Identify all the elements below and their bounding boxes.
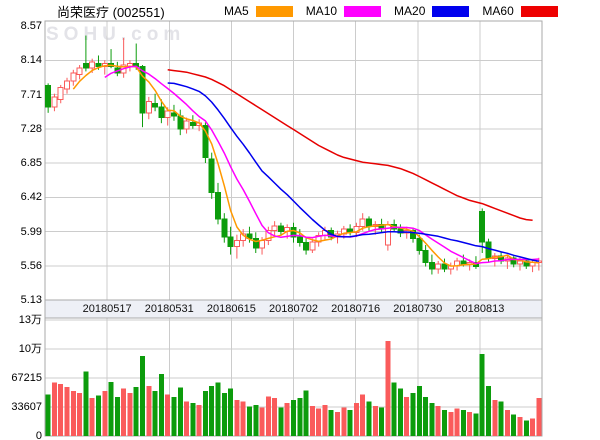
ma20-label: MA20 — [394, 4, 426, 18]
price-axis-label: 7.28 — [20, 122, 42, 135]
price-axis-label: 5.13 — [20, 294, 42, 306]
ma5-color-swatch — [255, 5, 293, 17]
date-axis-label: 20180702 — [269, 303, 318, 315]
ma20-color-swatch — [432, 5, 470, 17]
legend-item-ma20: MA20 — [394, 4, 470, 18]
price-axis-label: 6.42 — [20, 191, 42, 204]
price-axis-label: 5.99 — [20, 225, 42, 238]
volume-axis-label: 0 — [35, 430, 42, 440]
volume-axis-label: 13万 — [18, 314, 42, 326]
date-axis-label: 20180716 — [331, 303, 381, 315]
price-axis-label: 7.71 — [20, 88, 42, 101]
ma10-label: MA10 — [305, 4, 338, 18]
ma60-label: MA60 — [482, 4, 514, 18]
date-axis-label: 20180517 — [82, 303, 132, 315]
date-axis-label: 20180730 — [393, 303, 443, 315]
volume-axis-label: 33607 — [11, 401, 42, 413]
date-axis-label: 20180531 — [144, 303, 194, 315]
volume-axis-label: 10万 — [18, 343, 42, 355]
stock-title: 尚荣医疗 (002551) — [57, 5, 165, 20]
date-axis-label: 20180615 — [206, 303, 256, 315]
ma5-label: MA5 — [224, 4, 249, 18]
legend-item-ma10: MA10 — [305, 4, 382, 18]
ma-legend: MA5 MA10 MA20 MA60 — [224, 4, 558, 18]
legend-item-ma60: MA60 — [482, 4, 558, 18]
price-axis-label: 8.57 — [20, 20, 42, 32]
price-axis-label: 6.85 — [20, 157, 42, 169]
volume-axis-label: 67215 — [11, 372, 42, 384]
ma60-color-swatch — [520, 5, 558, 17]
ma10-color-swatch — [344, 5, 382, 17]
legend-item-ma5: MA5 — [224, 4, 293, 18]
sohu-watermark: SOHU.com — [46, 24, 186, 45]
price-axis-label: 8.14 — [20, 54, 42, 67]
price-axis-label: 5.56 — [20, 259, 42, 272]
date-axis-label: 20180813 — [455, 303, 505, 315]
